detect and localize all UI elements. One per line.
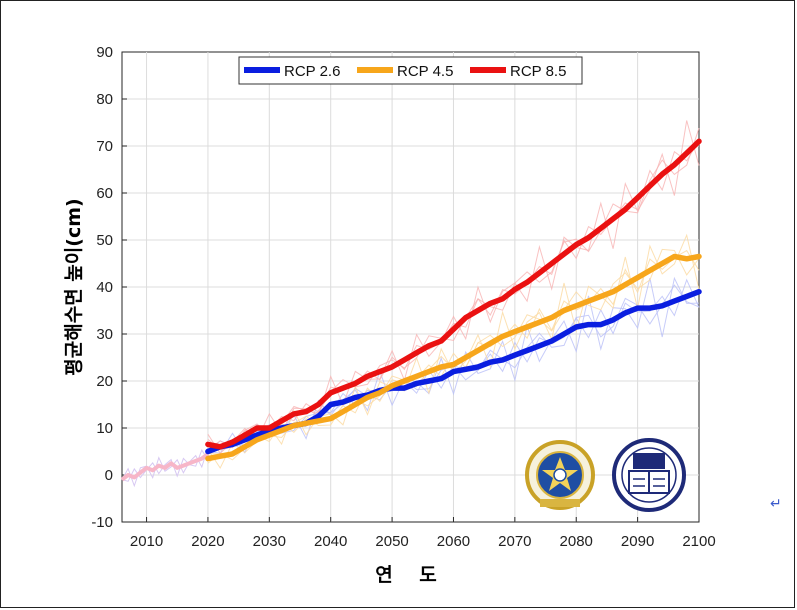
historical-ensemble-line <box>121 448 209 482</box>
x-tick-label: 2020 <box>191 533 224 550</box>
snu-logo <box>612 438 686 512</box>
y-axis: -10 0 10 20 30 40 50 60 70 80 90 <box>91 44 127 531</box>
y-tick-label: 10 <box>96 420 113 437</box>
series-line-rcp-4-5 <box>205 253 702 462</box>
y-axis-title: 평균해수면 높이(cm) <box>63 198 85 375</box>
y-tick-label: 70 <box>96 138 113 155</box>
x-tick-label: 2060 <box>437 533 470 550</box>
grid <box>122 52 699 522</box>
y-tick-label: 20 <box>96 373 113 390</box>
y-tick-label: 60 <box>96 185 113 202</box>
x-tick-label: 2070 <box>498 533 531 550</box>
x-tick-label: 2080 <box>560 533 593 550</box>
y-tick-label: 90 <box>96 44 113 61</box>
y-tick-label: 80 <box>96 91 113 108</box>
historical-line <box>120 452 210 482</box>
x-tick-label: 2010 <box>130 533 163 550</box>
y-tick-label: 30 <box>96 326 113 343</box>
y-tick-label: 50 <box>96 232 113 249</box>
legend-label: RCP 4.5 <box>397 63 453 80</box>
y-tick-label: -10 <box>91 514 113 531</box>
x-axis-title: 연 도 <box>375 564 447 586</box>
x-tick-label: 2090 <box>621 533 654 550</box>
legend-label: RCP 8.5 <box>510 63 566 80</box>
legend-box <box>238 56 583 85</box>
historical-ensemble-line <box>121 447 209 488</box>
return-arrow-icon: ↵ <box>770 496 782 512</box>
y-tick-label: 0 <box>105 467 113 484</box>
ensemble-line <box>207 128 700 451</box>
x-axis: 2010 2020 2030 2040 2050 2060 2070 2080 2090 2100 <box>130 517 716 550</box>
historical-line <box>120 452 210 482</box>
x-tick-label: 2030 <box>253 533 286 550</box>
x-tick-label: 2100 <box>682 533 715 550</box>
series-line-rcp-8-5 <box>205 138 702 450</box>
khoa-logo <box>525 440 595 510</box>
series-lines <box>205 138 702 462</box>
y-tick-label: 40 <box>96 279 113 296</box>
x-tick-label: 2050 <box>375 533 408 550</box>
legend: RCP 2.6 RCP 4.5 RCP 8.5 <box>238 56 583 85</box>
legend-label: RCP 2.6 <box>284 63 340 80</box>
x-tick-label: 2040 <box>314 533 347 550</box>
